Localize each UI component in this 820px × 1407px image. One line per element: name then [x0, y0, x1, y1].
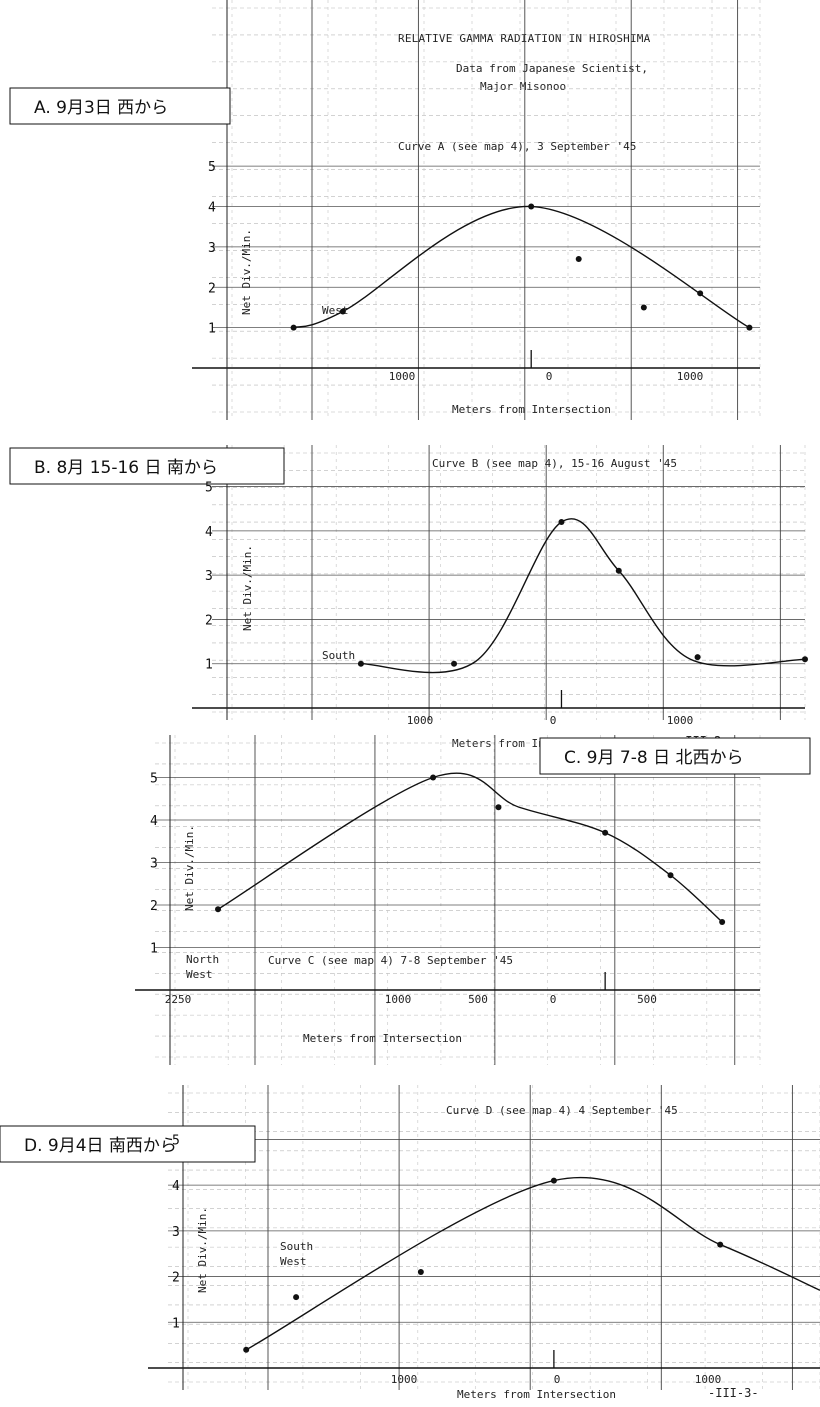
page-heading: RELATIVE GAMMA RADIATION IN HIROSHIMA	[398, 32, 651, 45]
y-tick-label: 1	[150, 942, 158, 957]
series-line	[360, 518, 806, 674]
y-tick-label: 4	[205, 525, 213, 540]
series-line	[293, 205, 750, 329]
x-axis-label: Meters from Intersection	[303, 1032, 462, 1045]
data-point	[243, 1346, 250, 1353]
x-tick-label: 1000	[695, 1373, 722, 1386]
data-point	[430, 774, 437, 781]
data-point	[339, 308, 346, 315]
data-point	[558, 519, 565, 525]
data-point	[615, 567, 622, 574]
y-tick-label: 3	[205, 569, 213, 584]
source-line-2: Major Misonoo	[480, 80, 566, 93]
y-tick-label: 3	[172, 1225, 180, 1240]
direction-annotation: South	[280, 1240, 313, 1253]
data-point	[802, 656, 808, 663]
x-tick-label: 1000	[391, 1373, 418, 1386]
series-line	[245, 1176, 820, 1351]
x-axis-label: Meters from Intersection	[457, 1388, 616, 1401]
data-point	[528, 203, 535, 210]
x-tick-label: 0	[554, 1373, 561, 1386]
x-tick-label: 1000	[677, 370, 704, 383]
y-tick-label: 2	[205, 613, 213, 628]
data-point	[550, 1177, 557, 1184]
page-number: -III-3-	[708, 1386, 759, 1400]
y-axis-label: Net Div./Min.	[183, 825, 196, 911]
x-tick-label: 500	[468, 993, 488, 1006]
y-tick-label: 3	[150, 857, 158, 872]
x-tick-label: 0	[546, 370, 553, 383]
data-point	[717, 1241, 724, 1248]
x-tick-label: 1000	[385, 993, 412, 1006]
x-axis-label: Meters from Intersection	[452, 403, 611, 416]
x-tick-label: 1000	[667, 714, 694, 727]
y-tick-label: 4	[208, 201, 216, 216]
panel-label-box	[539, 737, 811, 775]
y-tick-label: 2	[208, 281, 216, 296]
data-point	[746, 324, 753, 331]
chart-3: C. 9月 7-8 日 北西から Curve C (see map 4) 7-8 …	[135, 735, 811, 1065]
data-point	[495, 804, 502, 811]
x-tick-label: 0	[550, 714, 557, 727]
chart-title: Curve D (see map 4) 4 September '45	[446, 1104, 678, 1117]
panel-label-box	[0, 1125, 256, 1163]
direction-annotation: West	[186, 968, 213, 981]
data-point	[697, 290, 704, 297]
panel-label-text: A. 9月3日 西から	[34, 98, 168, 118]
y-tick-label: 1	[208, 322, 216, 337]
chart-title: Curve C (see map 4) 7-8 September '45	[268, 954, 513, 967]
chart-4: D. 9月4日 南西から Curve D (see map 4) 4 Septem…	[0, 1085, 820, 1401]
data-point	[575, 256, 582, 262]
data-point	[417, 1269, 424, 1275]
y-tick-label: 1	[172, 1316, 180, 1331]
chart-1: A. 9月3日 西から Curve A (see map 4), 3 Septem…	[9, 0, 761, 420]
data-point	[640, 304, 647, 311]
y-tick-label: 4	[172, 1179, 180, 1194]
data-point	[719, 919, 726, 925]
direction-annotation: North	[186, 953, 219, 966]
y-axis-label: Net Div./Min.	[196, 1207, 209, 1293]
y-tick-label: 4	[150, 814, 158, 829]
chart-title: Curve B (see map 4), 15-16 August '45	[432, 457, 677, 470]
data-point	[694, 654, 701, 661]
direction-annotation: West	[280, 1255, 307, 1268]
panel-label-text: D. 9月4日 南西から	[24, 1136, 177, 1156]
y-tick-label: 5	[150, 772, 158, 787]
y-tick-label: 5	[205, 481, 213, 496]
data-point	[667, 872, 674, 879]
panel-label-text: B. 8月 15-16 日 南から	[34, 458, 218, 478]
x-tick-label: 500	[637, 993, 657, 1006]
y-tick-label: 1	[205, 658, 213, 673]
data-point	[451, 660, 458, 667]
panel-label-box	[9, 447, 285, 485]
data-point	[357, 660, 364, 667]
data-point	[293, 1294, 300, 1301]
x-tick-label: 1000	[389, 370, 416, 383]
data-point	[290, 324, 297, 331]
y-tick-label: 2	[150, 899, 158, 914]
y-axis-label: Net Div./Min.	[241, 545, 254, 631]
x-tick-label: 1000	[407, 714, 434, 727]
y-tick-label: 5	[172, 1133, 180, 1148]
chart-2: B. 8月 15-16 日 南から Curve B (see map 4), 15…	[9, 445, 808, 750]
data-point	[215, 906, 222, 913]
x-tick-label: 0	[550, 993, 557, 1006]
direction-annotation: South	[322, 649, 355, 662]
panel-label-text: C. 9月 7-8 日 北西から	[564, 748, 743, 768]
chart-title: Curve A (see map 4), 3 September '45	[398, 140, 636, 153]
y-tick-label: 2	[172, 1271, 180, 1286]
y-tick-label: 5	[208, 160, 216, 175]
y-tick-label: 3	[208, 241, 216, 256]
panel-label-box	[9, 87, 231, 125]
source-line-1: Data from Japanese Scientist,	[456, 62, 648, 75]
y-axis-label: Net Div./Min.	[240, 229, 253, 315]
x-tick-label: 2250	[165, 993, 192, 1006]
data-point	[602, 829, 609, 836]
